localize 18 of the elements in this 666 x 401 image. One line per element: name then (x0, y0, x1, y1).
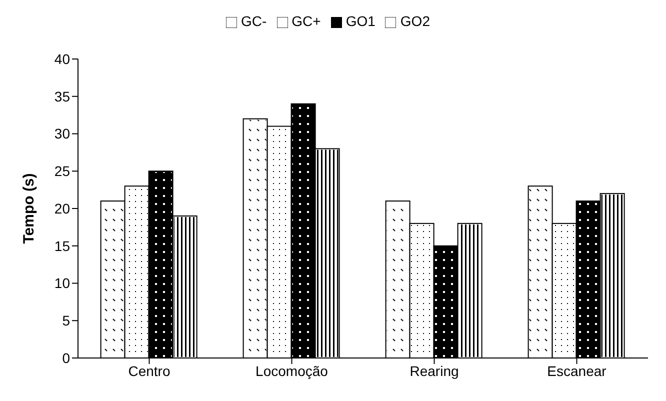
y-axis-title: Tempo (s) (20, 173, 38, 244)
y-tick-label: 15 (54, 238, 70, 254)
y-tick-label: 35 (54, 88, 70, 104)
x-tick-label: Escanear (547, 362, 607, 379)
y-tick-label: 0 (62, 350, 70, 366)
y-tick-label: 10 (54, 275, 70, 292)
x-tick-label: Locomoção (256, 362, 328, 379)
legend-label: GC+ (292, 13, 321, 29)
x-tick-label: Centro (128, 362, 170, 379)
y-tick-label: 40 (54, 50, 70, 67)
y-tick-label: 20 (54, 200, 70, 216)
x-tick-label: Rearing (410, 362, 459, 379)
y-tick-label: 5 (62, 312, 70, 329)
y-tick-label: 25 (54, 163, 70, 180)
legend-label: GO1 (346, 13, 376, 29)
y-tick-label: 30 (54, 126, 70, 142)
legend-label: GO2 (400, 13, 430, 29)
legend-label: GC- (240, 13, 267, 29)
